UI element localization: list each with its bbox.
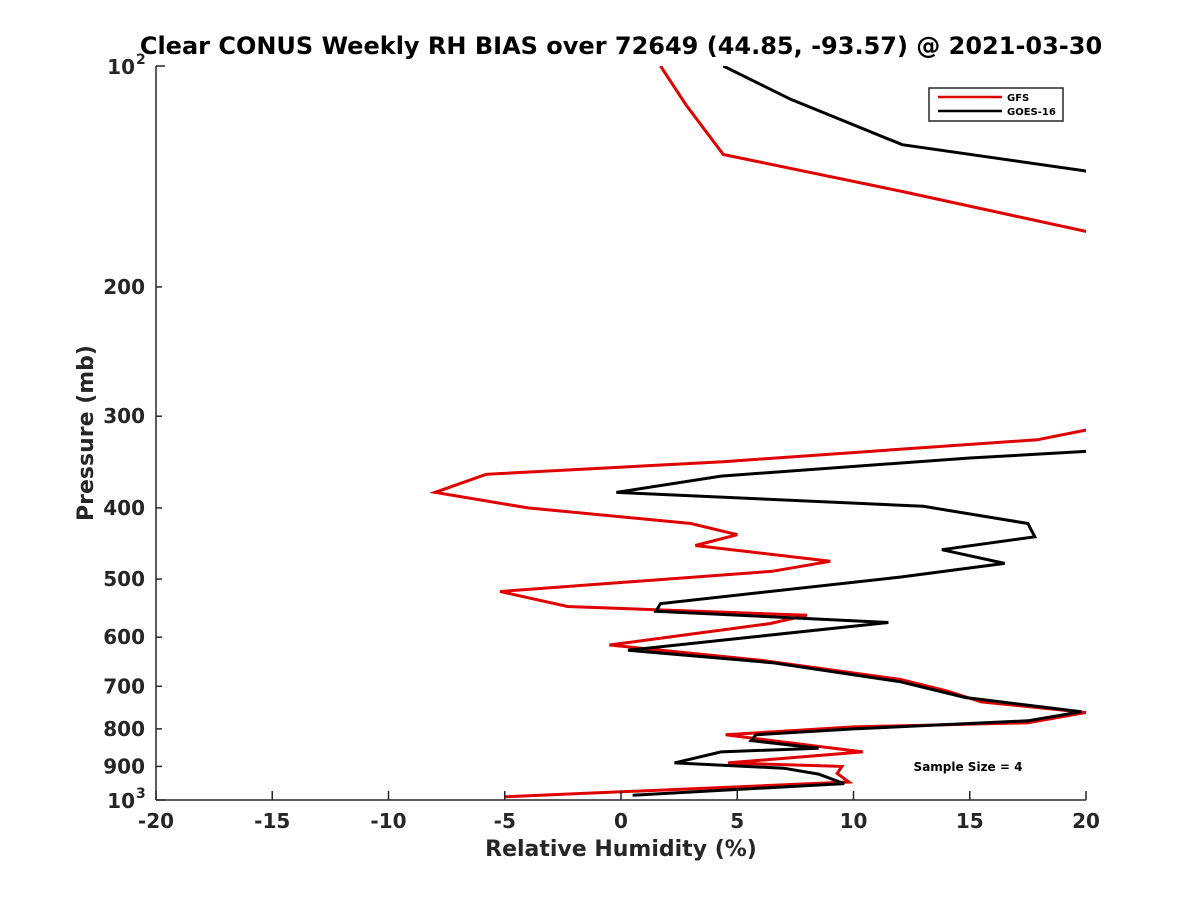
y-tick-label: 500 (103, 567, 145, 591)
y-tick-label-bottom-exponent: 3 (136, 786, 146, 802)
y-tick-label: 300 (103, 404, 145, 428)
x-tick-label: 15 (956, 809, 984, 833)
y-tick-label-top-exponent: 2 (136, 52, 146, 68)
chart-title: Clear CONUS Weekly RH BIAS over 72649 (4… (140, 32, 1102, 60)
y-tick-label: 200 (103, 275, 145, 299)
y-tick-label: 600 (103, 625, 145, 649)
series-line-goes-16 (616, 66, 1086, 797)
legend-label-gfs: GFS (1007, 93, 1029, 104)
x-tick-label: 0 (614, 809, 628, 833)
x-tick-label: -10 (370, 809, 406, 833)
sample-size-annotation: Sample Size = 4 (914, 760, 1023, 774)
legend-label-goes16: GOES-16 (1007, 107, 1056, 118)
legend-box (928, 87, 1064, 122)
x-tick-label: -5 (494, 809, 516, 833)
y-tick-label: 900 (103, 754, 145, 778)
y-tick-label: 800 (103, 717, 145, 741)
x-tick-label: 20 (1072, 809, 1100, 833)
y-tick-label: 700 (103, 674, 145, 698)
x-tick-label: -15 (254, 809, 290, 833)
y-tick-label: 400 (103, 496, 145, 520)
series-layer (429, 66, 1086, 799)
x-axis-label: Relative Humidity (%) (485, 837, 757, 862)
x-tick-label: -20 (138, 809, 174, 833)
legend: GFS GOES-16 (928, 87, 1064, 122)
axes-layer: -20 -15 -10 -5 0 5 10 15 20 200 300 400 500 600 700 800… (103, 52, 1100, 833)
y-tick-label-top: 10 (107, 55, 135, 79)
x-tick-label: 10 (840, 809, 868, 833)
y-axis-label: Pressure (mb) (74, 345, 99, 521)
x-tick-label: 5 (730, 809, 744, 833)
series-line-gfs (429, 66, 1086, 799)
y-tick-label-bottom: 10 (107, 789, 135, 813)
